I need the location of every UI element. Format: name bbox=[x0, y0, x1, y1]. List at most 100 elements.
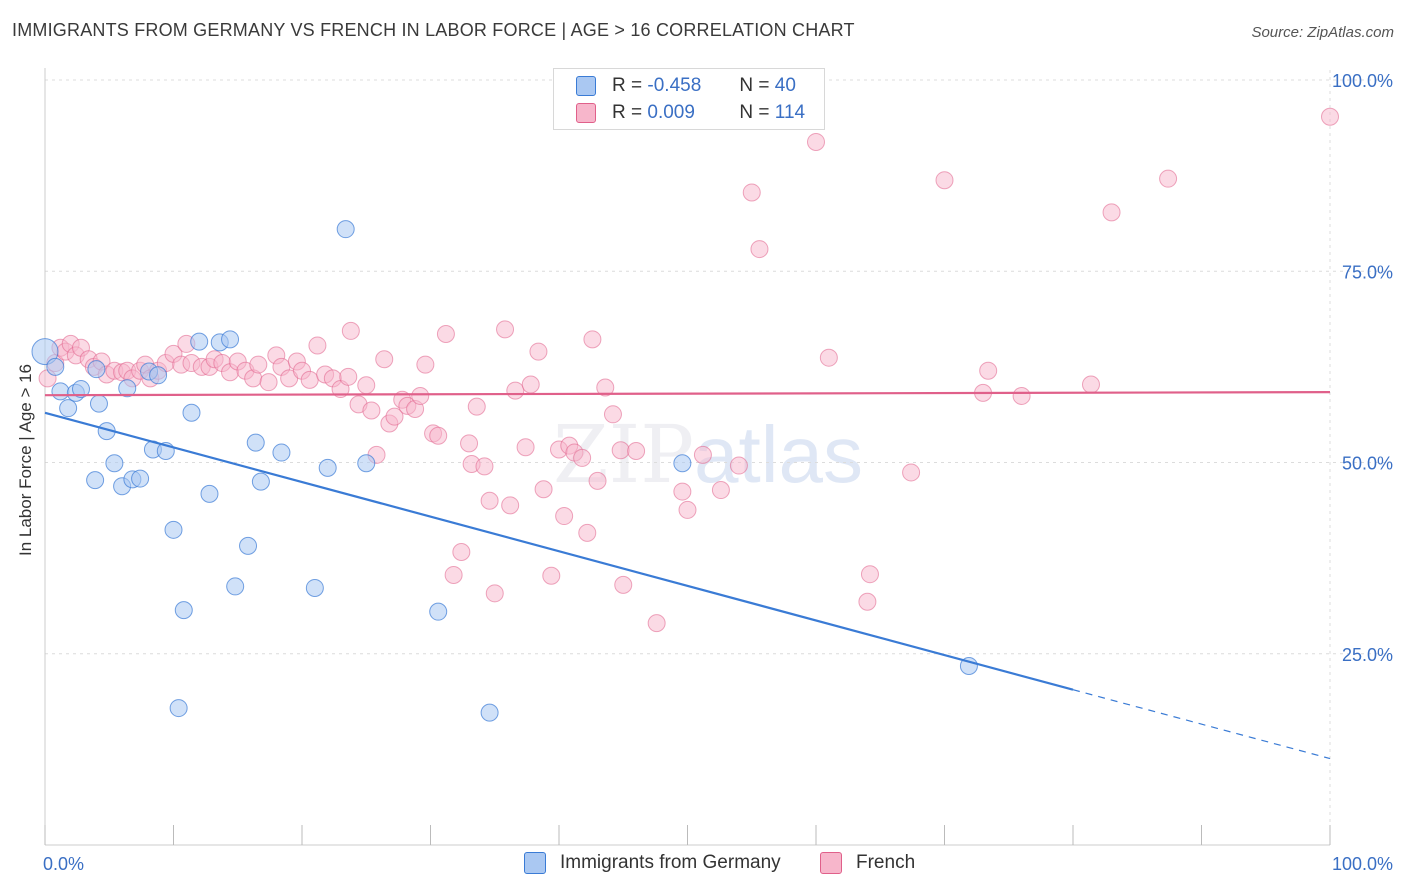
watermark: ZIPatlas bbox=[553, 408, 863, 501]
point-french bbox=[611, 441, 630, 460]
point-french bbox=[627, 442, 646, 461]
trendline-germany-extension bbox=[1072, 689, 1331, 760]
trendlines bbox=[44, 391, 1331, 760]
point-french bbox=[444, 565, 463, 584]
point-germany bbox=[318, 458, 337, 477]
series-germany bbox=[31, 220, 978, 722]
point-french bbox=[429, 426, 448, 445]
point-french bbox=[860, 565, 879, 584]
point-germany bbox=[673, 454, 692, 473]
point-germany bbox=[149, 366, 168, 385]
point-germany bbox=[131, 469, 150, 488]
point-germany bbox=[272, 443, 291, 462]
chart-title: IMMIGRANTS FROM GERMANY VS FRENCH IN LAB… bbox=[12, 20, 855, 40]
point-germany bbox=[59, 399, 78, 418]
point-french bbox=[501, 496, 520, 515]
point-french bbox=[555, 507, 574, 526]
legend-swatch-germany bbox=[576, 76, 596, 96]
point-germany bbox=[86, 471, 105, 490]
point-germany bbox=[46, 357, 65, 376]
point-germany bbox=[480, 703, 499, 722]
point-germany bbox=[239, 536, 258, 555]
point-french bbox=[693, 445, 712, 464]
point-french bbox=[411, 386, 430, 405]
trendline-germany bbox=[44, 411, 1074, 691]
point-french bbox=[475, 457, 494, 476]
stats-legend: R = -0.458 N = 40 R = 0.009 N = 114 bbox=[553, 68, 825, 130]
point-french bbox=[742, 183, 761, 202]
legend-r-value: -0.458 bbox=[647, 75, 702, 96]
point-french bbox=[300, 370, 319, 389]
legend-row-french: R = 0.009 N = 114 bbox=[576, 100, 805, 126]
point-french bbox=[1081, 375, 1100, 394]
point-french bbox=[341, 321, 360, 340]
point-french bbox=[807, 132, 825, 151]
point-french bbox=[339, 367, 358, 386]
point-french bbox=[375, 350, 394, 369]
x-tick-label: 0.0% bbox=[43, 854, 84, 874]
point-germany bbox=[246, 433, 265, 452]
point-germany bbox=[357, 454, 376, 473]
point-french bbox=[1321, 107, 1339, 126]
bottom-legend-germany: Immigrants from Germany bbox=[524, 852, 781, 874]
point-germany bbox=[226, 577, 245, 596]
point-french bbox=[467, 397, 486, 416]
point-french bbox=[308, 336, 327, 355]
point-germany bbox=[221, 330, 240, 349]
trendline-french bbox=[44, 391, 1331, 397]
point-germany bbox=[305, 578, 324, 597]
bottom-legend-swatch-germany bbox=[524, 852, 546, 874]
point-french bbox=[521, 375, 540, 394]
point-french bbox=[1159, 169, 1178, 188]
y-tick-label: 75.0% bbox=[1342, 262, 1393, 282]
point-germany bbox=[429, 602, 448, 621]
point-french bbox=[480, 491, 499, 510]
legend-n-label: N = bbox=[739, 102, 770, 123]
point-germany bbox=[182, 403, 201, 422]
point-french bbox=[436, 324, 455, 343]
legend-n-value: 40 bbox=[774, 75, 796, 96]
point-germany bbox=[174, 601, 193, 620]
point-french bbox=[496, 320, 515, 339]
legend-swatch-french bbox=[576, 103, 596, 123]
point-french bbox=[711, 481, 730, 500]
legend-n-label: N = bbox=[739, 75, 770, 96]
point-germany bbox=[200, 484, 219, 503]
point-germany bbox=[164, 520, 183, 539]
point-french bbox=[647, 614, 666, 633]
bottom-legend-french: French bbox=[820, 852, 915, 874]
point-french bbox=[819, 348, 838, 367]
point-french bbox=[534, 480, 553, 499]
point-germany bbox=[31, 338, 59, 366]
y-tick-label: 25.0% bbox=[1342, 645, 1393, 665]
point-french bbox=[452, 543, 471, 562]
y-tick-label: 100.0% bbox=[1332, 71, 1393, 91]
point-french bbox=[583, 330, 602, 349]
legend-r-label: R = bbox=[612, 102, 643, 123]
point-french bbox=[588, 471, 607, 490]
point-french bbox=[678, 500, 697, 519]
source-label: Source: ZipAtlas.com bbox=[1251, 24, 1394, 41]
axes bbox=[44, 68, 1331, 846]
y-tick-label: 50.0% bbox=[1342, 454, 1393, 474]
point-germany bbox=[51, 382, 70, 401]
point-germany bbox=[190, 332, 209, 351]
point-germany bbox=[336, 220, 355, 239]
point-french bbox=[614, 575, 633, 594]
legend-r-value: 0.009 bbox=[647, 102, 695, 123]
point-french bbox=[573, 448, 592, 467]
point-french bbox=[416, 355, 435, 374]
point-germany bbox=[118, 379, 137, 398]
point-french bbox=[542, 566, 561, 585]
point-french bbox=[673, 482, 692, 501]
legend-n-value: 114 bbox=[774, 102, 806, 123]
point-french bbox=[1102, 203, 1121, 222]
point-germany bbox=[87, 360, 106, 379]
legend-row-germany: R = -0.458 N = 40 bbox=[576, 73, 796, 99]
point-germany bbox=[169, 699, 188, 718]
point-french bbox=[529, 342, 548, 361]
point-french bbox=[902, 463, 921, 482]
y-axis-label: In Labor Force | Age > 16 bbox=[16, 363, 35, 557]
gridlines bbox=[45, 70, 1390, 845]
